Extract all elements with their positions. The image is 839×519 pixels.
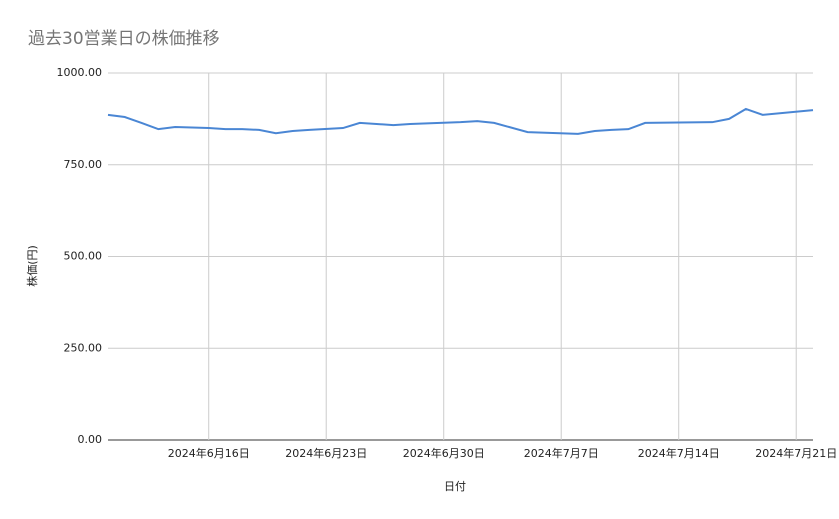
y-tick-label: 500.00 [64, 250, 103, 263]
y-tick-label: 250.00 [64, 341, 103, 354]
x-tick-label: 2024年6月16日 [168, 446, 250, 460]
x-tick-label: 2024年7月21日 [755, 446, 837, 460]
x-tick-label: 2024年6月23日 [285, 446, 367, 460]
x-tick-label: 2024年7月7日 [524, 446, 599, 460]
y-tick-label: 1000.00 [57, 66, 103, 79]
x-tick-label: 2024年7月14日 [638, 446, 720, 460]
y-axis-label: 株価(円) [25, 245, 39, 287]
y-tick-label: 750.00 [64, 158, 103, 171]
x-axis-label: 日付 [444, 480, 466, 493]
y-tick-label: 0.00 [78, 433, 103, 446]
chart-title: 過去30営業日の株価推移 [28, 29, 220, 49]
line [107, 107, 814, 135]
x-tick-label: 2024年6月30日 [403, 446, 485, 460]
